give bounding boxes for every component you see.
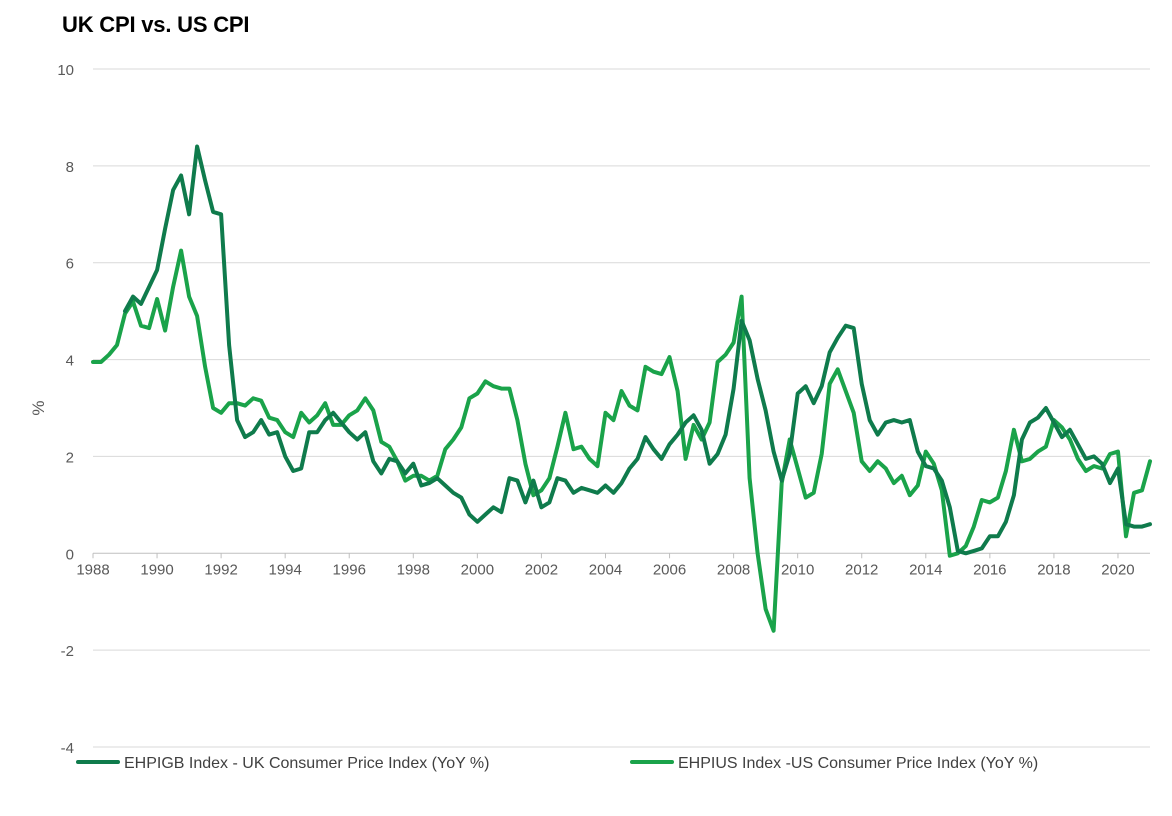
x-tick-label: 1998 — [397, 561, 430, 578]
series-line-us — [91, 248, 1152, 633]
x-tick-label: 2000 — [461, 561, 494, 578]
x-tick-label: 1994 — [268, 561, 301, 578]
x-tick-label: 2010 — [781, 561, 814, 578]
y-tick-label: -2 — [61, 643, 74, 660]
x-tick-label: 1990 — [140, 561, 173, 578]
legend: EHPIGB Index - UK Consumer Price Index (… — [76, 755, 1038, 772]
x-tick-label: 1988 — [76, 561, 109, 578]
y-tick-label: 6 — [66, 256, 74, 273]
series-lines — [91, 144, 1152, 633]
x-axis: 1988 1990 1992 1994 1996 1998 2000 2002 2004 2006… — [76, 552, 1150, 578]
y-tick-label: 0 — [66, 546, 74, 563]
x-tick-label: 2014 — [909, 561, 942, 578]
y-axis-label: % — [29, 400, 48, 415]
x-tick-label: 2006 — [653, 561, 686, 578]
y-axis: 10 8 6 4 2 0 -2 -4 — [57, 62, 74, 757]
chart-title: UK CPI vs. US CPI — [62, 12, 250, 37]
y-tick-label: 8 — [66, 159, 74, 176]
y-tick-label: 2 — [66, 449, 74, 466]
x-tick-label: 2008 — [717, 561, 750, 578]
gridlines — [93, 68, 1150, 748]
y-tick-label: -4 — [61, 740, 74, 757]
x-tick-label: 1996 — [333, 561, 366, 578]
x-tick-label: 2018 — [1037, 561, 1070, 578]
series-line-uk — [123, 144, 1152, 556]
legend-label: EHPIGB Index - UK Consumer Price Index (… — [124, 755, 489, 772]
x-tick-label: 2020 — [1101, 561, 1134, 578]
x-tick-label: 2012 — [845, 561, 878, 578]
x-tick-label: 2004 — [589, 561, 622, 578]
y-tick-label: 10 — [57, 62, 74, 79]
y-tick-label: 4 — [66, 353, 74, 370]
x-tick-label: 1992 — [204, 561, 237, 578]
legend-label: EHPIUS Index -US Consumer Price Index (Y… — [678, 755, 1038, 772]
x-tick-label: 2016 — [973, 561, 1006, 578]
x-tick-label: 2002 — [525, 561, 558, 578]
